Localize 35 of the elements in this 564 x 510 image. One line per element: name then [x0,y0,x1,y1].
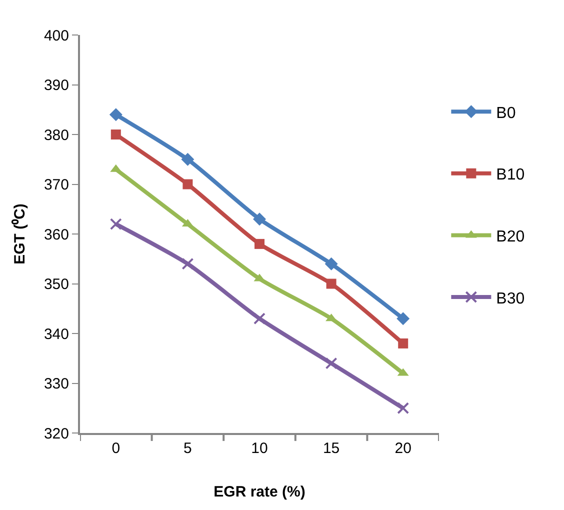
legend-label: B0 [496,104,516,122]
point [182,258,194,270]
y-tick-label: 340 [44,326,69,343]
point [396,312,410,326]
legend-label: B20 [496,228,525,246]
y-tick-label: 360 [44,226,69,244]
legend-label: B30 [496,290,525,308]
point [182,179,193,190]
x-tick-label: 20 [394,440,412,457]
point [110,130,121,140]
point [110,218,122,230]
y-tick-label: 400 [44,27,69,44]
x-tick-label: 0 [112,440,120,457]
y-tick-label: 390 [44,77,69,94]
point [109,108,122,122]
point [254,312,266,325]
x-tick-label: 15 [322,440,340,457]
x-axis-title: EGR rate (%) [214,484,306,500]
y-tick-label: 330 [44,376,69,392]
y-axis-title: EGT (⁰C) [10,204,29,264]
legend-label: B10 [496,166,525,184]
point [398,338,408,348]
point [181,152,194,166]
point [397,402,410,414]
x-tick-label: 5 [184,440,192,457]
point [324,257,338,270]
y-tick-label: 370 [44,176,69,194]
point [326,278,336,289]
point [254,238,264,249]
point [325,357,338,370]
y-tick-label: 320 [44,425,69,442]
y-tick-label: 350 [44,276,69,293]
x-tick-label: 10 [251,440,268,457]
point [253,212,266,226]
y-tick-label: 380 [44,126,69,144]
